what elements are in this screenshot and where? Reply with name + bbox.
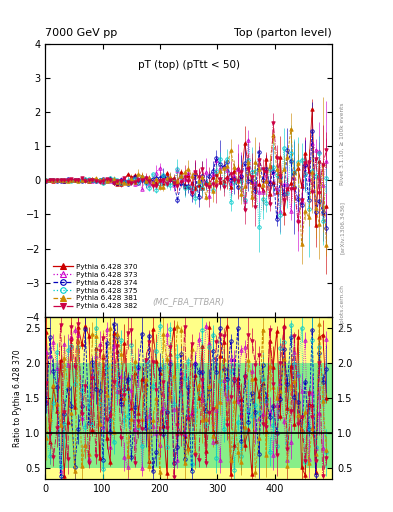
Text: 7000 GeV pp: 7000 GeV pp xyxy=(45,28,118,38)
Legend: Pythia 6.428 370, Pythia 6.428 373, Pythia 6.428 374, Pythia 6.428 375, Pythia 6: Pythia 6.428 370, Pythia 6.428 373, Pyth… xyxy=(51,263,139,311)
Text: mcplots.cern.ch: mcplots.cern.ch xyxy=(340,284,345,331)
Text: (MC_FBA_TTBAR): (MC_FBA_TTBAR) xyxy=(152,297,225,306)
Bar xyxy=(45,317,332,479)
Text: [arXiv:1306.3436]: [arXiv:1306.3436] xyxy=(340,201,345,254)
Y-axis label: Ratio to Pythia 6.428 370: Ratio to Pythia 6.428 370 xyxy=(13,349,22,446)
Text: Rivet 3.1.10, ≥ 100k events: Rivet 3.1.10, ≥ 100k events xyxy=(340,102,345,185)
Text: Top (parton level): Top (parton level) xyxy=(234,28,332,38)
Bar xyxy=(45,363,332,468)
Text: pT (top) (pTtt < 50): pT (top) (pTtt < 50) xyxy=(138,60,240,70)
